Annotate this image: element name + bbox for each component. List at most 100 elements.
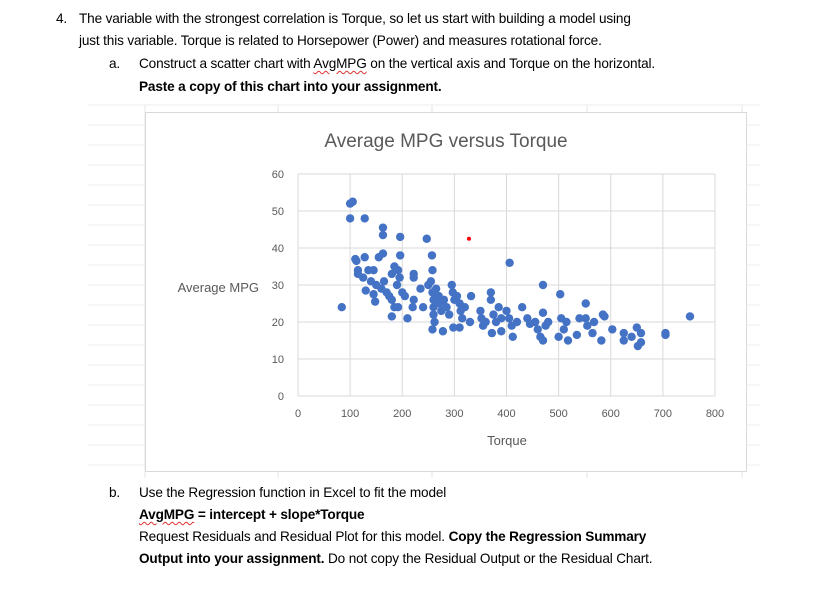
data-point <box>358 273 368 282</box>
data-point <box>444 310 454 319</box>
data-point <box>619 328 628 338</box>
part-b-line4-bold: Output into your assignment. <box>139 551 325 566</box>
data-point <box>418 303 428 312</box>
y-tick-label: 20 <box>272 317 284 329</box>
data-point <box>466 291 476 301</box>
data-point <box>429 310 438 319</box>
data-point <box>360 253 369 262</box>
data-point <box>583 321 592 330</box>
y-tick-label: 50 <box>272 206 284 218</box>
y-tick-label: 30 <box>272 280 284 292</box>
part-a-variable: AvgMPG <box>313 56 367 71</box>
part-b-line4-text: Do not copy the Residual Output or the R… <box>324 551 653 566</box>
data-point <box>387 312 397 321</box>
data-point <box>337 303 346 312</box>
data-point <box>449 323 458 332</box>
data-point <box>438 327 448 336</box>
data-point <box>575 314 584 323</box>
data-point <box>581 314 590 323</box>
data-point <box>544 317 553 327</box>
data-point <box>370 297 380 306</box>
data-point <box>369 266 378 275</box>
data-point <box>476 306 485 316</box>
data-point <box>457 314 467 323</box>
data-point <box>387 269 397 279</box>
part-a-text-post: on the vertical axis and Torque on the h… <box>366 56 655 71</box>
data-point <box>589 317 599 327</box>
data-point <box>497 327 506 336</box>
part-a-text-pre: Construct a scatter chart with <box>139 56 314 71</box>
data-point <box>400 291 410 301</box>
data-point <box>508 332 517 341</box>
part-a-instruction: Paste a copy of this chart into your ass… <box>139 79 442 94</box>
data-point <box>486 295 496 304</box>
x-tick-label: 0 <box>295 408 301 420</box>
data-point <box>486 288 496 297</box>
data-point <box>481 317 490 327</box>
part-b-line3-bold: Copy the Regression Summary <box>448 529 647 544</box>
scatter-chart[interactable]: Average MPG versus Torque Average MPG To… <box>145 112 747 472</box>
data-point <box>452 291 462 301</box>
data-point <box>416 284 425 293</box>
data-point <box>409 295 418 304</box>
data-point <box>455 323 464 332</box>
y-tick-label: 40 <box>272 243 284 255</box>
data-point <box>378 230 388 240</box>
model-formula: = intercept + slope*Torque <box>194 507 365 522</box>
y-tick-label: 60 <box>272 169 284 181</box>
data-point <box>489 310 498 319</box>
question-number: 4. <box>56 11 68 26</box>
data-point <box>563 336 573 345</box>
data-point <box>636 328 646 338</box>
data-point <box>661 330 670 340</box>
part-a-text: Construct a scatter chart with AvgMPG on… <box>139 56 655 71</box>
data-point <box>538 280 548 290</box>
data-point <box>465 317 475 327</box>
x-tick-label: 100 <box>341 408 359 420</box>
data-point <box>393 266 403 275</box>
data-point <box>442 303 451 312</box>
data-point <box>393 303 403 312</box>
data-point <box>403 314 412 323</box>
data-point <box>460 303 469 312</box>
chart-canvas: Average MPG versus Torque Average MPG To… <box>178 131 725 448</box>
x-tick-label: 700 <box>654 408 672 420</box>
data-point <box>439 295 449 304</box>
data-point <box>348 197 357 206</box>
y-axis-label: Average MPG <box>178 280 259 295</box>
chart-title: Average MPG versus Torque <box>324 131 567 152</box>
data-point <box>392 280 402 290</box>
data-point <box>517 303 527 312</box>
data-point <box>395 251 405 260</box>
part-b-line3-text: Request Residuals and Residual Plot for … <box>139 529 449 544</box>
data-point <box>627 332 636 341</box>
data-point <box>685 312 695 321</box>
data-point <box>588 328 597 338</box>
x-tick-label: 600 <box>602 408 620 420</box>
part-b-line4: Output into your assignment. Do not copy… <box>139 551 653 566</box>
x-tick-label: 300 <box>445 408 463 420</box>
x-axis-label: Torque <box>487 433 527 448</box>
data-point <box>502 306 511 316</box>
y-tick-label: 10 <box>272 354 284 366</box>
question-text-line1: The variable with the strongest correlat… <box>79 11 631 26</box>
data-point <box>429 303 438 312</box>
part-a-letter: a. <box>109 56 121 71</box>
data-point <box>497 314 506 323</box>
data-point <box>345 214 355 223</box>
part-b-letter: b. <box>109 485 121 500</box>
data-point <box>369 290 378 299</box>
data-point <box>426 277 436 286</box>
data-point <box>352 256 361 266</box>
data-point <box>431 284 441 293</box>
question-text-line2: just this variable. Torque is related to… <box>79 33 602 48</box>
data-point <box>361 286 370 295</box>
data-point <box>619 336 628 345</box>
data-point <box>395 232 405 242</box>
data-point <box>562 317 571 327</box>
part-b-model: AvgMPG = intercept + slope*Torque <box>139 507 365 522</box>
x-tick-label: 400 <box>497 408 515 420</box>
data-point <box>505 258 514 267</box>
data-point <box>533 325 542 334</box>
data-point <box>504 314 514 323</box>
